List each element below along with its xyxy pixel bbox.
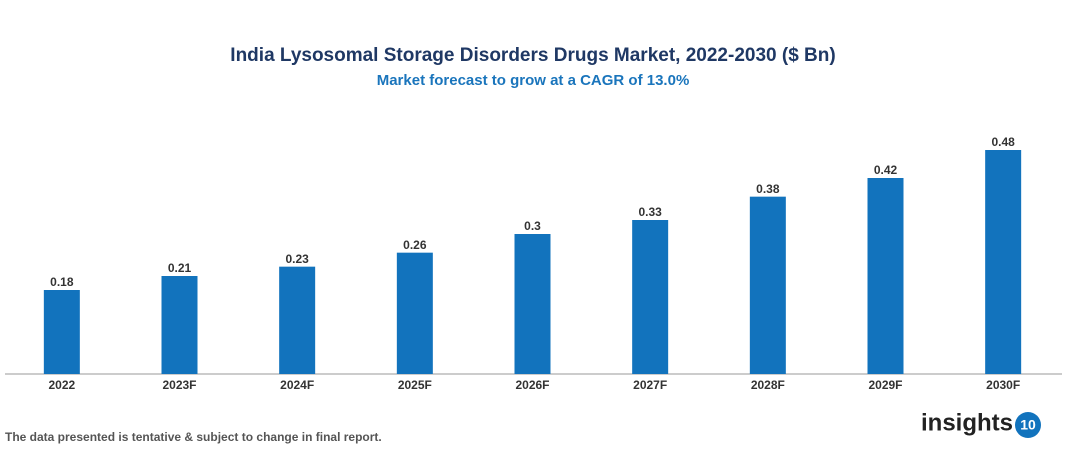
x-tick-label: 2025F: [398, 378, 432, 392]
logo-text: insights: [921, 409, 1013, 436]
value-label: 0.48: [991, 135, 1015, 149]
value-label: 0.42: [874, 163, 898, 177]
bar: [749, 196, 786, 374]
x-tick-label: 2022: [48, 378, 75, 392]
value-label: 0.18: [50, 275, 74, 289]
bar: [396, 252, 433, 374]
bar: [43, 290, 80, 374]
logo-badge-text: 10: [1020, 417, 1036, 433]
value-label: 0.38: [756, 182, 780, 196]
chart-subtitle: Market forecast to grow at a CAGR of 13.…: [377, 72, 690, 89]
bar: [867, 178, 904, 374]
value-label: 0.26: [403, 238, 427, 252]
value-label: 0.3: [524, 219, 541, 233]
x-tick-label: 2029F: [868, 378, 902, 392]
x-tick-label: 2027F: [633, 378, 667, 392]
value-label: 0.21: [168, 261, 192, 275]
x-tick-label: 2024F: [280, 378, 314, 392]
bar: [161, 276, 198, 374]
bar: [279, 266, 316, 374]
chart-title: India Lysosomal Storage Disorders Drugs …: [230, 45, 835, 66]
bar: [985, 150, 1022, 374]
logo-badge: [1015, 412, 1041, 438]
value-label: 0.23: [285, 252, 309, 266]
x-tick-label: 2028F: [751, 378, 785, 392]
x-tick-label: 2026F: [515, 378, 549, 392]
x-tick-label: 2030F: [986, 378, 1020, 392]
x-tick-label: 2023F: [162, 378, 196, 392]
footnote: The data presented is tentative & subjec…: [5, 430, 382, 444]
bar: [514, 234, 551, 374]
value-label: 0.33: [638, 205, 662, 219]
bar: [632, 220, 669, 374]
